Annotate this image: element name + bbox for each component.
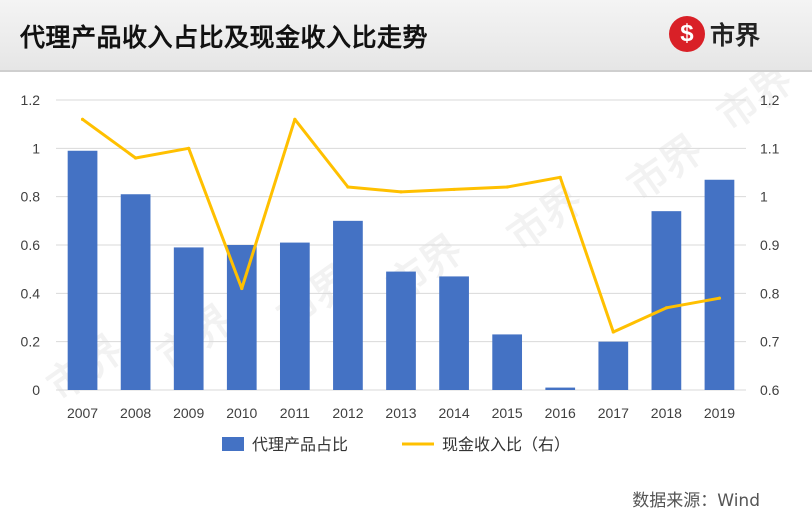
bar-2014 <box>439 276 469 390</box>
watermark-layer: 市界市界市界市界市界市界市界 <box>40 57 801 409</box>
bar-2017 <box>598 341 629 390</box>
x-tick-label: 2010 <box>226 405 257 421</box>
y-right-tick-label: 0.7 <box>760 334 780 350</box>
line-point-2013 <box>399 190 403 194</box>
line-point-2018 <box>664 306 668 310</box>
legend: 代理产品占比 现金收入比（右） <box>222 436 570 454</box>
line-point-2009 <box>187 146 191 150</box>
line-point-2011 <box>293 117 297 121</box>
line-point-2012 <box>346 185 350 189</box>
bar-2019 <box>704 179 735 390</box>
y-left-tick-label: 1.2 <box>21 92 41 108</box>
brand-logo-icon: $ <box>668 16 705 52</box>
chart-area: 市界市界市界市界市界市界市界 00.20.40.60.811.2 0.60.70… <box>0 57 812 484</box>
x-tick-label: 2016 <box>545 405 576 421</box>
line-point-2010 <box>240 286 244 291</box>
y-left-tick-label: 1 <box>32 140 40 156</box>
y-left-tick-label: 0 <box>32 382 40 398</box>
brand-logo: $ 市界 <box>668 14 760 54</box>
y-right-tick-label: 0.8 <box>760 285 780 301</box>
bar-series <box>67 150 735 390</box>
line-point-2015 <box>505 185 509 189</box>
bar-2011 <box>279 242 310 390</box>
y-axis-right: 0.6 0.7 0.8 0.9 1 1.1 1.2 <box>760 92 780 398</box>
x-tick-label: 2008 <box>120 405 151 421</box>
x-tick-label: 2012 <box>332 405 363 421</box>
bar-2013 <box>386 271 416 390</box>
bar-2012 <box>333 220 363 390</box>
line-point-2014 <box>452 187 456 192</box>
legend-bar-swatch <box>222 437 244 451</box>
y-left-tick-label: 0.6 <box>21 237 41 253</box>
bar-2008 <box>120 194 151 390</box>
y-right-tick-label: 0.6 <box>760 382 780 398</box>
line-point-2019 <box>717 296 722 300</box>
y-right-tick-label: 0.9 <box>760 237 780 253</box>
bar-2015 <box>492 334 523 390</box>
y-right-tick-label: 1.1 <box>760 140 780 156</box>
header-bar: 代理产品收入占比及现金收入比走势 $ 市界 <box>0 0 812 72</box>
line-series <box>80 117 722 334</box>
x-tick-label: 2018 <box>651 405 682 421</box>
bar-2010 <box>226 245 257 390</box>
line-point-2007 <box>80 117 85 121</box>
bar-2007 <box>67 150 98 390</box>
combo-chart: 市界市界市界市界市界市界市界 00.20.40.60.811.2 0.60.70… <box>21 57 801 454</box>
watermark-text: 市界 <box>500 177 591 259</box>
legend-bar-label: 代理产品占比 <box>252 436 348 454</box>
bar-2009 <box>173 247 204 390</box>
x-tick-label: 2015 <box>492 405 523 421</box>
bar-2016 <box>545 387 576 390</box>
line-point-2016 <box>558 175 562 179</box>
y-right-tick-label: 1 <box>760 189 768 205</box>
x-axis: 2007 2008 2009 2010 2011 2012 2013 2014 2015 2016… <box>67 405 735 421</box>
y-left-tick-label: 0.8 <box>21 189 41 205</box>
y-right-tick-label: 1.2 <box>760 92 780 108</box>
y-left-tick-label: 0.4 <box>21 285 41 301</box>
x-tick-label: 2007 <box>67 405 98 421</box>
x-tick-label: 2013 <box>385 405 416 421</box>
bar-2018 <box>651 211 682 390</box>
chart-title: 代理产品收入占比及现金收入比走势 <box>20 23 429 52</box>
x-tick-label: 2009 <box>173 405 204 421</box>
brand-logo-text: 市界 <box>709 21 760 50</box>
x-tick-label: 2017 <box>598 405 629 421</box>
x-tick-label: 2014 <box>438 405 469 421</box>
line-point-2008 <box>134 156 138 160</box>
data-source: 数据来源：Wind <box>632 491 760 511</box>
y-axis-left: 0 0.2 0.4 0.6 0.8 1 1.2 <box>21 92 41 398</box>
line-point-2017 <box>611 330 615 334</box>
x-tick-label: 2019 <box>704 405 735 421</box>
y-left-tick-label: 0.2 <box>21 334 41 350</box>
watermark-text: 市界 <box>710 72 801 139</box>
x-tick-label: 2011 <box>280 405 310 421</box>
legend-line-label: 现金收入比（右） <box>442 436 570 454</box>
